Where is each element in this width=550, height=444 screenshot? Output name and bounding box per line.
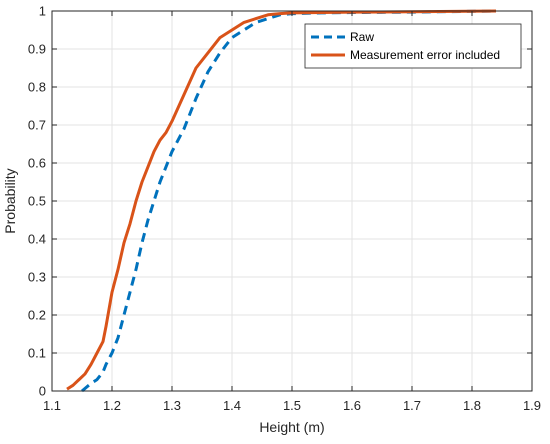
y-tick-label: 0.5 (28, 194, 46, 209)
y-tick-label: 0.9 (28, 42, 46, 57)
series-lines (66, 9, 497, 393)
x-tick-label: 1.2 (103, 398, 121, 413)
y-tick-label: 0.8 (28, 80, 46, 95)
x-tick-label: 1.6 (343, 398, 361, 413)
x-tick-label: 1.7 (403, 398, 421, 413)
x-tick-label: 1.3 (163, 398, 181, 413)
x-axis-ticks: 1.1 1.2 1.3 1.4 1.5 1.6 1.7 1.8 1.9 (43, 11, 541, 413)
y-tick-label: 1 (39, 4, 46, 19)
legend-label-raw: Raw (350, 30, 374, 44)
y-axis-ticks: 0 0.1 0.2 0.3 0.4 0.5 0.6 0.7 0.8 0.9 1 (28, 4, 532, 399)
y-tick-label: 0.2 (28, 308, 46, 323)
series-line-measurement-error (66, 9, 497, 391)
series-line-raw (81, 9, 497, 393)
y-axis-label: Probability (2, 168, 18, 233)
legend-box (304, 23, 522, 69)
legend: Raw Measurement error included (304, 23, 522, 69)
x-tick-label: 1.1 (43, 398, 61, 413)
x-tick-label: 1.8 (463, 398, 481, 413)
y-tick-label: 0.7 (28, 118, 46, 133)
x-tick-label: 1.4 (223, 398, 241, 413)
x-tick-label: 1.5 (283, 398, 301, 413)
x-tick-label: 1.9 (523, 398, 541, 413)
legend-label-measurement-error: Measurement error included (350, 48, 500, 62)
y-tick-label: 0.3 (28, 270, 46, 285)
y-tick-label: 0.4 (28, 232, 46, 247)
y-tick-label: 0 (39, 384, 46, 399)
y-tick-label: 0.1 (28, 346, 46, 361)
y-tick-label: 0.6 (28, 156, 46, 171)
x-axis-label: Height (m) (259, 419, 324, 435)
